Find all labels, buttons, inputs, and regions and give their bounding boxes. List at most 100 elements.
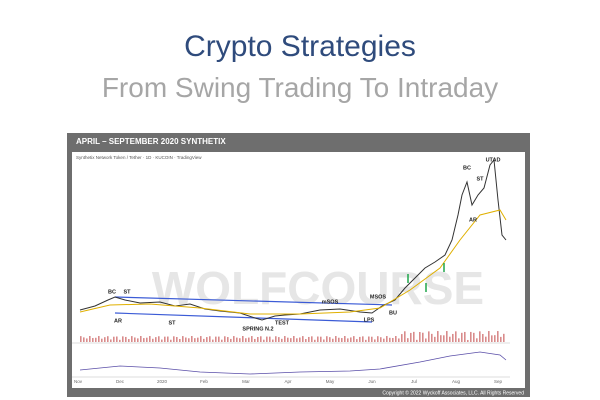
volume-bar xyxy=(464,331,466,342)
volume-bar xyxy=(422,332,424,342)
page-title: Crypto Strategies xyxy=(184,30,416,63)
volume-bar xyxy=(455,331,457,342)
volume-bar xyxy=(398,338,400,342)
volume-bar xyxy=(308,336,310,342)
x-axis-label: Sep xyxy=(494,379,503,384)
volume-bar xyxy=(269,336,271,342)
volume-bar xyxy=(368,336,370,342)
volume-bar xyxy=(356,339,358,342)
volume-bar xyxy=(287,337,289,342)
x-axis-label: May xyxy=(326,379,335,384)
volume-bar xyxy=(179,338,181,342)
volume-bar xyxy=(389,337,391,342)
volume-bar xyxy=(503,333,505,342)
volume-bar xyxy=(110,339,112,342)
volume-bar xyxy=(446,331,448,342)
volume-bar xyxy=(125,336,127,342)
annotation: ST xyxy=(476,176,484,182)
volume-bar xyxy=(332,338,334,342)
annotation: ST xyxy=(123,289,131,295)
x-axis-label: Dec xyxy=(116,379,125,384)
volume-bar xyxy=(188,338,190,342)
channel-line xyxy=(114,296,393,306)
volume-bar xyxy=(161,339,163,342)
price-line xyxy=(79,158,507,321)
volume-bar xyxy=(215,336,217,342)
volume-bar xyxy=(320,336,322,342)
volume-bar xyxy=(266,336,268,342)
x-axis-label: Jul xyxy=(411,379,417,384)
page-subtitle: From Swing Trading To Intraday xyxy=(101,72,499,103)
volume-bar xyxy=(380,337,382,342)
volume-bar xyxy=(473,332,475,342)
volume-bar xyxy=(89,336,91,342)
volume-bar xyxy=(98,336,100,342)
volume-bar xyxy=(206,337,208,342)
volume-bar xyxy=(176,336,178,342)
volume-bar xyxy=(479,331,481,342)
volume-bar xyxy=(323,339,325,342)
volume-bar xyxy=(164,336,166,342)
volume-bar xyxy=(116,336,118,342)
volume-bar xyxy=(431,333,433,342)
volume-bar xyxy=(86,338,88,342)
volume-bar xyxy=(107,336,109,342)
copyright: Copyright © 2022 Wyckoff Associates, LLC… xyxy=(382,389,524,396)
volume-bar xyxy=(371,336,373,342)
annotation: SPRING N.2 xyxy=(242,326,273,332)
x-axis-label: Mar xyxy=(242,379,250,384)
channel-line xyxy=(114,312,373,323)
volume-bar xyxy=(353,336,355,342)
volume-bar xyxy=(383,338,385,342)
volume-bar xyxy=(413,331,415,342)
volume-bar xyxy=(290,338,292,342)
volume-bar xyxy=(491,335,493,342)
volume-bar xyxy=(410,332,412,342)
annotation: UTAD xyxy=(486,157,501,163)
annotation: ST xyxy=(168,320,176,326)
volume-bar xyxy=(500,336,502,342)
volume-bar xyxy=(449,336,451,342)
volume-bar xyxy=(194,338,196,342)
volume-bar xyxy=(485,336,487,342)
volume-bar xyxy=(131,336,133,342)
annotation: mSOS xyxy=(322,299,339,305)
volume-bar xyxy=(254,338,256,342)
volume-bar xyxy=(392,337,394,342)
volume-bar xyxy=(272,339,274,342)
volume-bar xyxy=(275,336,277,342)
volume-bar xyxy=(386,336,388,342)
volume-bar xyxy=(92,338,94,342)
volume-bar xyxy=(137,338,139,342)
annotation: LPS xyxy=(364,317,375,323)
volume-bar xyxy=(149,336,151,342)
volume-bar xyxy=(230,338,232,342)
volume-bar xyxy=(191,336,193,342)
annotation: TEST xyxy=(275,320,290,326)
volume-bar xyxy=(476,338,478,342)
volume-bar xyxy=(233,336,235,342)
volume-bar xyxy=(437,331,439,342)
volume-bar xyxy=(326,336,328,342)
volume-bar xyxy=(461,332,463,342)
volume-bar xyxy=(404,331,406,342)
volume-bar xyxy=(470,331,472,342)
volume-bar xyxy=(197,337,199,342)
volume-bar xyxy=(299,337,301,342)
symbol-label: Synthetix Network Token / Tether · 1D · … xyxy=(76,155,202,160)
annotation: MSOS xyxy=(370,294,387,300)
volume-bar xyxy=(296,338,298,342)
volume-bar xyxy=(227,337,229,342)
volume-bar xyxy=(95,337,97,342)
volume-bar xyxy=(239,338,241,342)
annotation: BC xyxy=(463,165,471,171)
volume-bar xyxy=(185,337,187,342)
volume-bar xyxy=(155,337,157,342)
volume-bar xyxy=(374,339,376,342)
annotation: BU xyxy=(389,310,397,316)
volume-bar xyxy=(212,339,214,342)
volume-bar xyxy=(314,339,316,342)
